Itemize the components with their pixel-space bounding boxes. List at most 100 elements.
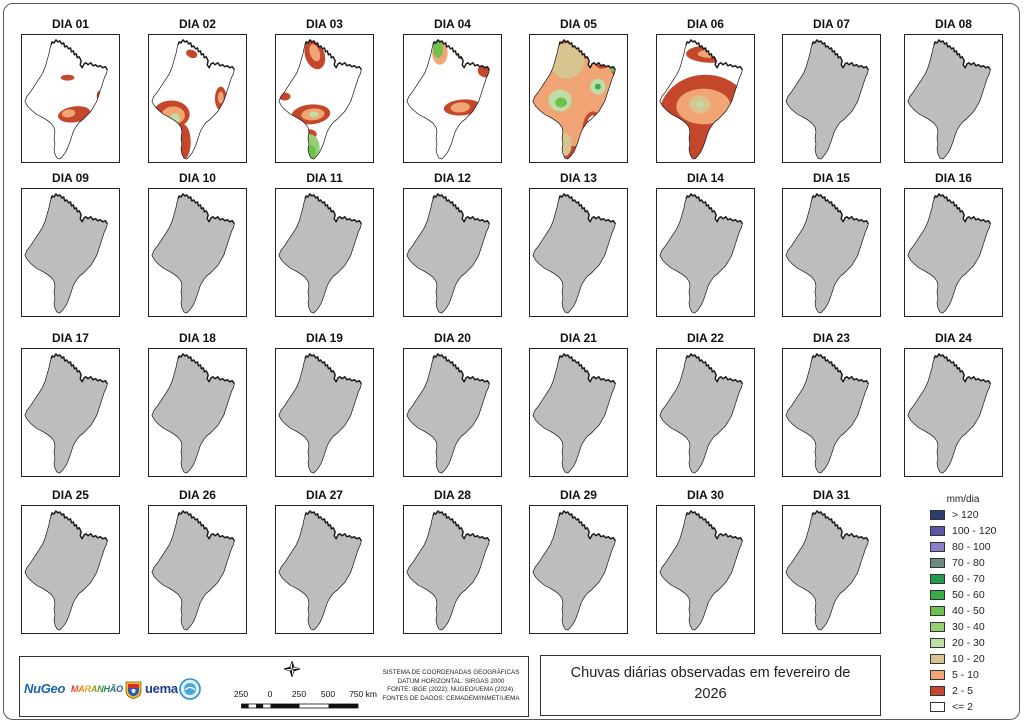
state-shape [659,193,743,314]
legend-label: 80 - 100 [952,541,991,553]
legend-swatch [930,686,945,696]
state-map [151,353,235,474]
legend-swatch [930,638,945,648]
day-map-frame [656,348,755,477]
state-map [278,353,362,474]
state-map [907,39,991,160]
day-map-frame [904,348,1003,477]
state-map [24,353,108,474]
coastline [432,510,490,542]
state-map [785,193,869,314]
legend-item: 20 - 30 [930,637,1010,649]
coastline [432,353,490,385]
state-map [785,510,869,631]
lab-logo-icon [179,678,201,700]
legend-swatch [930,702,945,712]
legend-label: 70 - 80 [952,557,985,569]
legend-swatch [930,590,945,600]
state-shape [785,510,869,631]
state-map [278,510,362,631]
legend-swatch [930,622,945,632]
title-panel: Chuvas diárias observadas em fevereiro d… [540,655,881,716]
state-shape [406,39,490,160]
legend-label: 60 - 70 [952,573,985,585]
day-label: DIA 30 [687,488,724,502]
state-shape [785,39,869,160]
scale-bar [241,703,359,709]
day-label: DIA 03 [306,17,343,31]
day-map-frame [275,505,374,634]
rain-area [309,44,321,62]
legend-item: 100 - 120 [930,525,1010,537]
maranhao-logo: MARANHÃO [71,684,123,694]
day-label: DIA 21 [560,331,597,345]
rain-area [61,109,76,118]
state-map [151,193,235,314]
day-map-frame [529,348,628,477]
coastline [685,353,743,385]
day-map-frame [403,34,502,163]
uema-logo: uema [145,681,178,696]
legend-label: 5 - 10 [952,669,979,681]
day-label: DIA 15 [813,171,850,185]
scale-label: 0 [267,689,273,699]
state-map [406,39,490,160]
coastline [933,39,991,71]
state-map [907,353,991,474]
coastline [432,193,490,225]
day-label: DIA 27 [306,488,343,502]
day-label: DIA 16 [935,171,972,185]
day-label: DIA 25 [52,488,89,502]
state-shape [532,193,616,314]
state-map [406,510,490,631]
state-shape [907,39,991,160]
legend-label: 50 - 60 [952,589,985,601]
coastline [304,193,362,225]
rain-area [586,115,600,146]
state-map [278,39,362,160]
rain-area [308,111,319,118]
legend-label: 30 - 40 [952,621,985,633]
coastline [304,353,362,385]
scale-label: 750 km [349,689,377,699]
state-map [907,193,991,314]
coastline [177,510,235,542]
day-map-frame [529,188,628,317]
rain-area [477,63,490,78]
legend-item: 10 - 20 [930,653,1010,665]
day-label: DIA 24 [935,331,972,345]
rain-area [695,101,704,108]
coastline [933,353,991,385]
day-label: DIA 02 [179,17,216,31]
day-label: DIA 05 [560,17,597,31]
legend-item: 40 - 50 [930,605,1010,617]
day-label: DIA 22 [687,331,724,345]
metadata-line: DATUM HORIZONTAL: SIRGAS 2000 [397,677,505,685]
state-shape [24,353,108,474]
scale-label: 250 [233,689,249,699]
state-map [785,353,869,474]
legend-item: 50 - 60 [930,589,1010,601]
state-shape [278,193,362,314]
coastline [685,510,743,542]
rain-area [60,74,75,81]
scale-label: 250 [291,689,307,699]
legend-swatch [930,526,945,536]
figure-title: Chuvas diárias observadas em fevereiro d… [541,663,880,705]
day-label: DIA 12 [434,171,471,185]
day-map-frame [21,34,120,163]
day-map-frame [148,348,247,477]
metadata-line: FONTE: IBGE (2022); NUGEO/UEMA (2024). [387,686,515,694]
legend-swatch [930,542,945,552]
coastline [558,353,616,385]
rain-area [558,132,572,157]
day-label: DIA 07 [813,17,850,31]
day-label: DIA 20 [434,331,471,345]
legend-item: 2 - 5 [930,685,1010,697]
state-map [659,353,743,474]
rain-area [555,97,567,108]
state-shape [151,353,235,474]
day-map-frame [529,505,628,634]
coastline [558,39,616,71]
legend-item: 30 - 40 [930,621,1010,633]
